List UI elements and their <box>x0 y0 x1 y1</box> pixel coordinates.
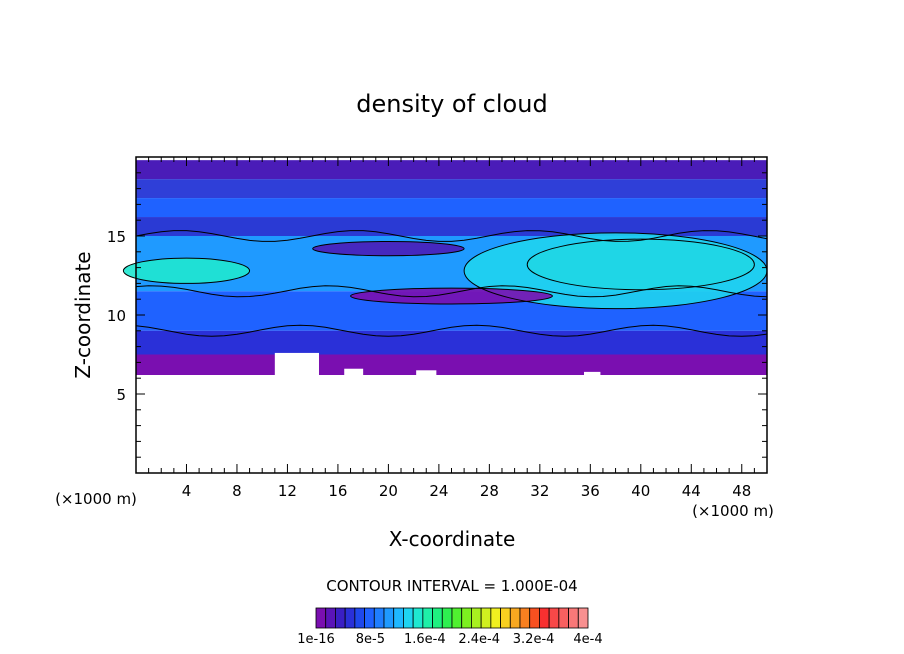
x-tick-label: 4 <box>182 482 192 500</box>
contour-line-1 <box>135 285 768 298</box>
clear-gap-2 <box>416 370 437 387</box>
clear-gap-0 <box>274 352 319 387</box>
x-tick-label: 12 <box>278 482 297 500</box>
colorbar-swatch <box>364 607 375 629</box>
colorbar-swatch <box>393 607 404 629</box>
chart-title: density of cloud <box>356 90 547 118</box>
x-tick-label: 8 <box>232 482 242 500</box>
band-1 <box>136 179 767 199</box>
contour-purple-streak-top <box>312 241 465 257</box>
colorbar-swatch <box>471 607 482 629</box>
plot-area <box>123 160 767 473</box>
colorbar-swatch <box>509 607 521 629</box>
colorbar-label: 1e-16 <box>297 632 335 647</box>
y-tick-label: 15 <box>107 228 126 246</box>
colorbar-swatch <box>335 607 346 629</box>
colorbar-swatch <box>490 607 501 629</box>
colorbar-swatch <box>315 607 327 629</box>
colorbar-label: 1.6e-4 <box>404 632 446 647</box>
band-6 <box>136 330 767 355</box>
colorbar-label: 4e-4 <box>573 632 602 647</box>
clear-gap-1 <box>344 368 364 387</box>
feature-purple-streak-mid <box>350 288 553 304</box>
contour-line-0 <box>135 230 768 242</box>
x-axis-label: X-coordinate <box>389 527 516 551</box>
colorbar-swatch <box>344 607 356 629</box>
y-tick-label: 10 <box>107 307 126 325</box>
colorbar-label: 3.2e-4 <box>513 632 555 647</box>
x-tick-label: 48 <box>732 482 751 500</box>
colorbar-swatch <box>403 607 414 629</box>
colorbar <box>315 607 589 629</box>
contour-purple-streak-mid <box>350 287 553 305</box>
contour-line-2 <box>135 324 768 337</box>
x-tick-label: 20 <box>379 482 398 500</box>
band-7 <box>136 354 767 376</box>
band-0 <box>136 160 767 180</box>
contour-cyan-core-right <box>526 238 755 291</box>
colorbar-swatch <box>451 607 463 629</box>
contour-lines <box>122 230 768 337</box>
colorbar-swatch <box>422 607 433 629</box>
colorbar-label: 2.4e-4 <box>458 632 500 647</box>
colorbar-swatch <box>354 607 365 629</box>
x-tick-label: 16 <box>328 482 347 500</box>
feature-cyan-left <box>123 258 250 284</box>
contour-cyan-left <box>122 257 251 284</box>
clear-air-region <box>136 375 767 473</box>
colorbar-swatch <box>558 607 569 629</box>
colorbar-swatch <box>500 607 511 629</box>
colorbar-swatch <box>539 607 550 629</box>
y-axis-label: Z-coordinate <box>71 251 95 378</box>
colorbar-swatch <box>432 607 443 629</box>
colorbar-swatch <box>461 607 472 629</box>
colorbar-swatch <box>441 607 453 629</box>
colorbar-swatch <box>529 607 540 629</box>
contour-interval-text: CONTOUR INTERVAL = 1.000E-04 <box>326 577 577 595</box>
colorbar-swatch <box>548 607 560 629</box>
colorbar-swatch <box>519 607 531 629</box>
feature-purple-streak-top <box>312 241 465 256</box>
colorbar-label: 8e-5 <box>356 632 385 647</box>
x-axis: 4 8 12 16 20 24 28 32 36 40 44 48 <box>148 157 755 500</box>
colorbar-swatch <box>412 607 424 629</box>
colorbar-swatch <box>568 607 579 629</box>
x-tick-label: 28 <box>480 482 499 500</box>
colorbar-swatch <box>325 607 336 629</box>
band-3 <box>136 217 767 236</box>
colorbar-labels: 1e-16 8e-5 1.6e-4 2.4e-4 3.2e-4 4e-4 <box>297 632 602 647</box>
x-tick-label: 32 <box>530 482 549 500</box>
x-axis-unit-left: (×1000 m) <box>55 490 137 508</box>
colorbar-swatch <box>480 607 492 629</box>
x-tick-label: 36 <box>581 482 600 500</box>
band-2 <box>136 198 767 218</box>
x-tick-label: 44 <box>682 482 701 500</box>
y-tick-label: 5 <box>116 386 126 404</box>
x-axis-unit-right: (×1000 m) <box>692 502 774 520</box>
y-axis: 5 10 15 <box>107 172 767 458</box>
colorbar-swatch <box>373 607 385 629</box>
colorbar-swatch <box>577 607 589 629</box>
x-tick-label: 40 <box>631 482 650 500</box>
clear-gap-3 <box>584 371 601 387</box>
x-tick-label: 24 <box>429 482 448 500</box>
colorbar-swatch <box>383 607 395 629</box>
